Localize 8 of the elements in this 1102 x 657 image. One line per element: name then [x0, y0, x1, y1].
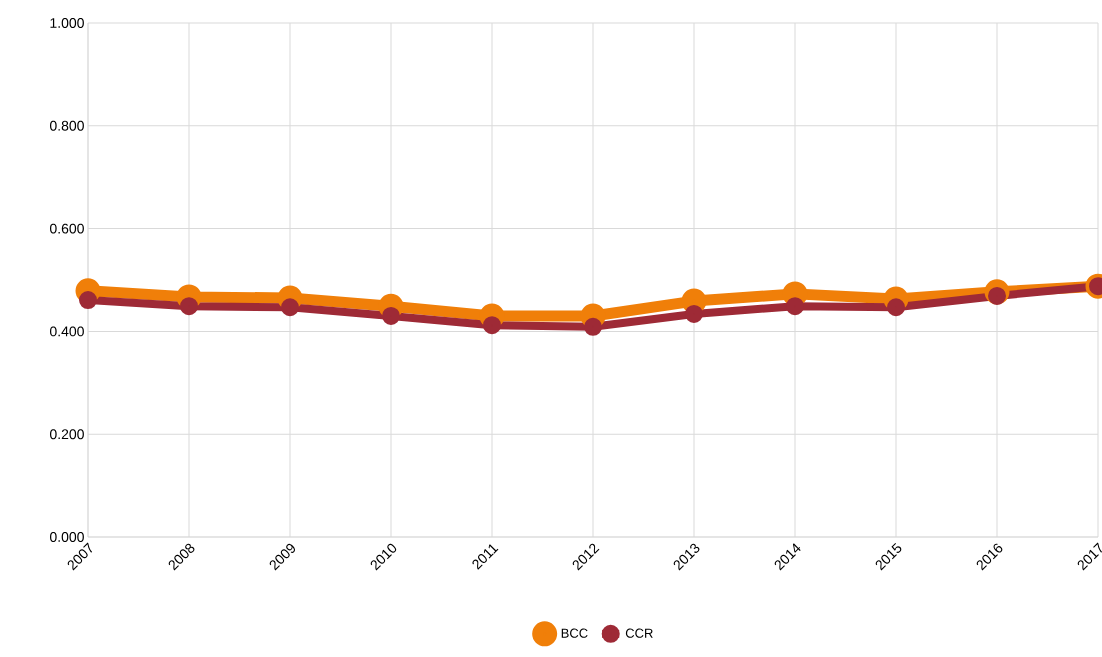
y-tick-label: 0.000	[49, 532, 84, 542]
y-tick-label: 0.600	[49, 223, 84, 234]
legend-label: CCR	[625, 628, 653, 638]
y-tick-label: 0.200	[49, 429, 84, 440]
y-tick-label: 1.000	[50, 18, 84, 28]
y-tick-label: 0.400	[49, 326, 84, 337]
y-tick-label: 0.800	[49, 120, 84, 131]
legend-label: BCC	[561, 628, 588, 638]
